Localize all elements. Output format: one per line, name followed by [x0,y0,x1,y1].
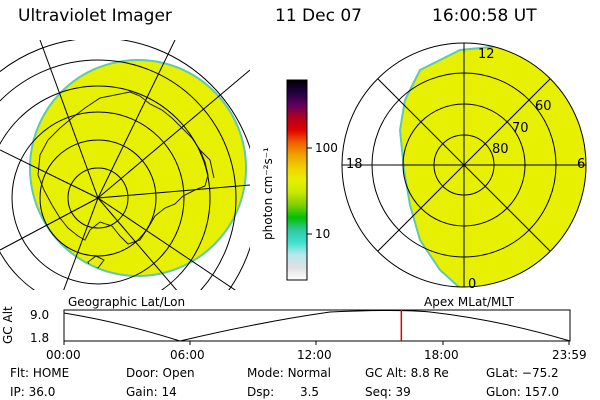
altitude-xtick-2: 12:00 [297,348,332,362]
status-glon-label: GLon: [486,385,521,399]
status-glat-label: GLat: [486,366,519,380]
status-gcalt: GC Alt: 8.8 Re [365,367,449,379]
colorbar-tick-10: 10 [315,227,331,241]
status-flt: Flt: HOME [10,367,69,379]
colorbar-unit-label: photon cm⁻²s⁻¹ [261,147,275,240]
altitude-xtick-3: 18:00 [424,348,459,362]
status-mode: Mode: Normal [247,367,331,379]
instrument-title: Ultraviolet Imager [18,6,172,26]
status-ip: IP: 36.0 [10,386,55,398]
status-flt-value: HOME [32,366,70,380]
status-flt-label: Flt: [10,366,29,380]
left-image-disk [29,59,247,277]
mlt-label-18: 18 [346,157,363,172]
altitude-ytick-bottom: 1.8 [30,331,50,345]
status-gcalt-value: 8.8 Re [410,366,449,380]
status-gain-value: 14 [161,385,177,399]
status-mode-label: Mode: [247,366,284,380]
status-glat: GLat: −75.2 [486,367,559,379]
status-glat-value: −75.2 [521,366,559,380]
mlat-label-60: 60 [535,99,552,114]
altitude-xtick-0: 00:00 [46,348,81,362]
altitude-ytick-top: 9.0 [30,308,50,322]
status-ip-value: 36.0 [28,385,56,399]
date-label: 11 Dec 07 [275,6,362,26]
altitude-xtick-4: 23:59 [552,348,587,362]
altitude-ylabel: GC Alt [1,306,15,344]
time-label: 16:00:58 UT [432,6,537,26]
status-gcalt-label: GC Alt: [365,366,407,380]
altitude-xtick-1: 06:00 [170,348,205,362]
status-seq-label: Seq: [365,385,392,399]
mlt-label-0: 0 [468,277,477,292]
altitude-curve [63,310,571,342]
right-image-region [398,43,586,287]
status-ip-label: IP: [10,385,25,399]
status-seq: Seq: 39 [365,386,411,398]
mlt-label-12: 12 [478,47,495,62]
status-glon-value: 157.0 [524,385,559,399]
status-mode-value: Normal [287,366,331,380]
continent-outline [37,91,209,245]
status-seq-value: 39 [395,385,411,399]
status-door-value: Open [162,366,195,380]
altitude-plot [63,309,571,345]
colorbar-scale [286,79,308,281]
mlt-label-6: 6 [577,157,586,172]
status-gain: Gain: 14 [126,386,177,398]
geographic-map [0,40,250,290]
status-gain-label: Gain: [126,385,158,399]
status-door-label: Door: [126,366,159,380]
status-glon: GLon: 157.0 [486,386,559,398]
altitude-plot-frame [63,309,571,342]
status-dsp: Dsp: 3.5 [247,386,319,398]
right-map-caption: Apex MLat/MLT [424,295,514,309]
status-dsp-value: 3.5 [299,385,320,399]
magnetic-map [341,42,587,288]
colorbar-tick-100: 100 [315,141,338,155]
status-door: Door: Open [126,367,195,379]
colorbar [286,79,312,281]
left-map-caption: Geographic Lat/Lon [68,295,186,309]
mlat-label-80: 80 [492,142,509,157]
mlat-label-70: 70 [512,121,529,136]
status-dsp-label: Dsp: [247,385,275,399]
